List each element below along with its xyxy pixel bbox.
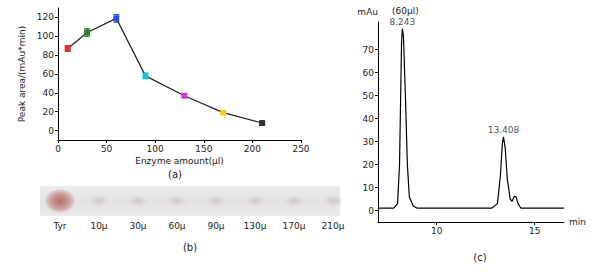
svg-text:13.408: 13.408	[488, 125, 520, 135]
html-text:10μ: 10μ	[90, 221, 108, 231]
svg-text:250: 250	[292, 144, 309, 154]
svg-text:120: 120	[37, 12, 54, 22]
svg-text:mAu: mAu	[357, 7, 378, 17]
svg-text:50: 50	[363, 91, 375, 101]
html-text:60μ: 60μ	[168, 221, 186, 231]
html-text:130μ: 130μ	[243, 221, 267, 231]
svg-text:10: 10	[363, 183, 375, 193]
html-text:170μ: 170μ	[282, 221, 306, 231]
svg-text:Peak area/(mAu*min): Peak area/(mAu*min)	[17, 26, 27, 122]
svg-text:20: 20	[43, 107, 55, 117]
svg-text:80: 80	[43, 50, 55, 60]
html-text:90μ: 90μ	[207, 221, 225, 231]
html-text:Tyr: Tyr	[53, 221, 67, 231]
svg-text:20: 20	[363, 160, 375, 170]
svg-text:40: 40	[363, 114, 375, 124]
svg-text:40: 40	[43, 88, 55, 98]
svg-text:10: 10	[431, 226, 443, 236]
svg-text:0: 0	[368, 206, 374, 216]
svg-text:100: 100	[147, 144, 164, 154]
svg-text:70: 70	[363, 45, 375, 55]
svg-text:200: 200	[244, 144, 261, 154]
svg-text:(a): (a)	[168, 169, 182, 180]
svg-text:0: 0	[48, 126, 54, 136]
svg-text:60: 60	[43, 69, 55, 79]
svg-text:(60μl): (60μl)	[392, 6, 419, 16]
svg-text:Enzyme amount(μl): Enzyme amount(μl)	[135, 156, 224, 166]
html-text:(b): (b)	[182, 242, 198, 253]
html-text:210μ: 210μ	[321, 221, 345, 231]
svg-text:100: 100	[37, 31, 54, 41]
svg-text:30: 30	[363, 137, 375, 147]
svg-text:(c): (c)	[473, 252, 486, 263]
svg-text:0: 0	[55, 144, 61, 154]
svg-text:min: min	[569, 217, 586, 227]
svg-text:150: 150	[195, 144, 212, 154]
svg-text:15: 15	[529, 226, 540, 236]
svg-text:50: 50	[101, 144, 113, 154]
html-text:30μ: 30μ	[129, 221, 147, 231]
svg-text:60: 60	[363, 68, 375, 78]
svg-text:8.243: 8.243	[389, 17, 415, 27]
